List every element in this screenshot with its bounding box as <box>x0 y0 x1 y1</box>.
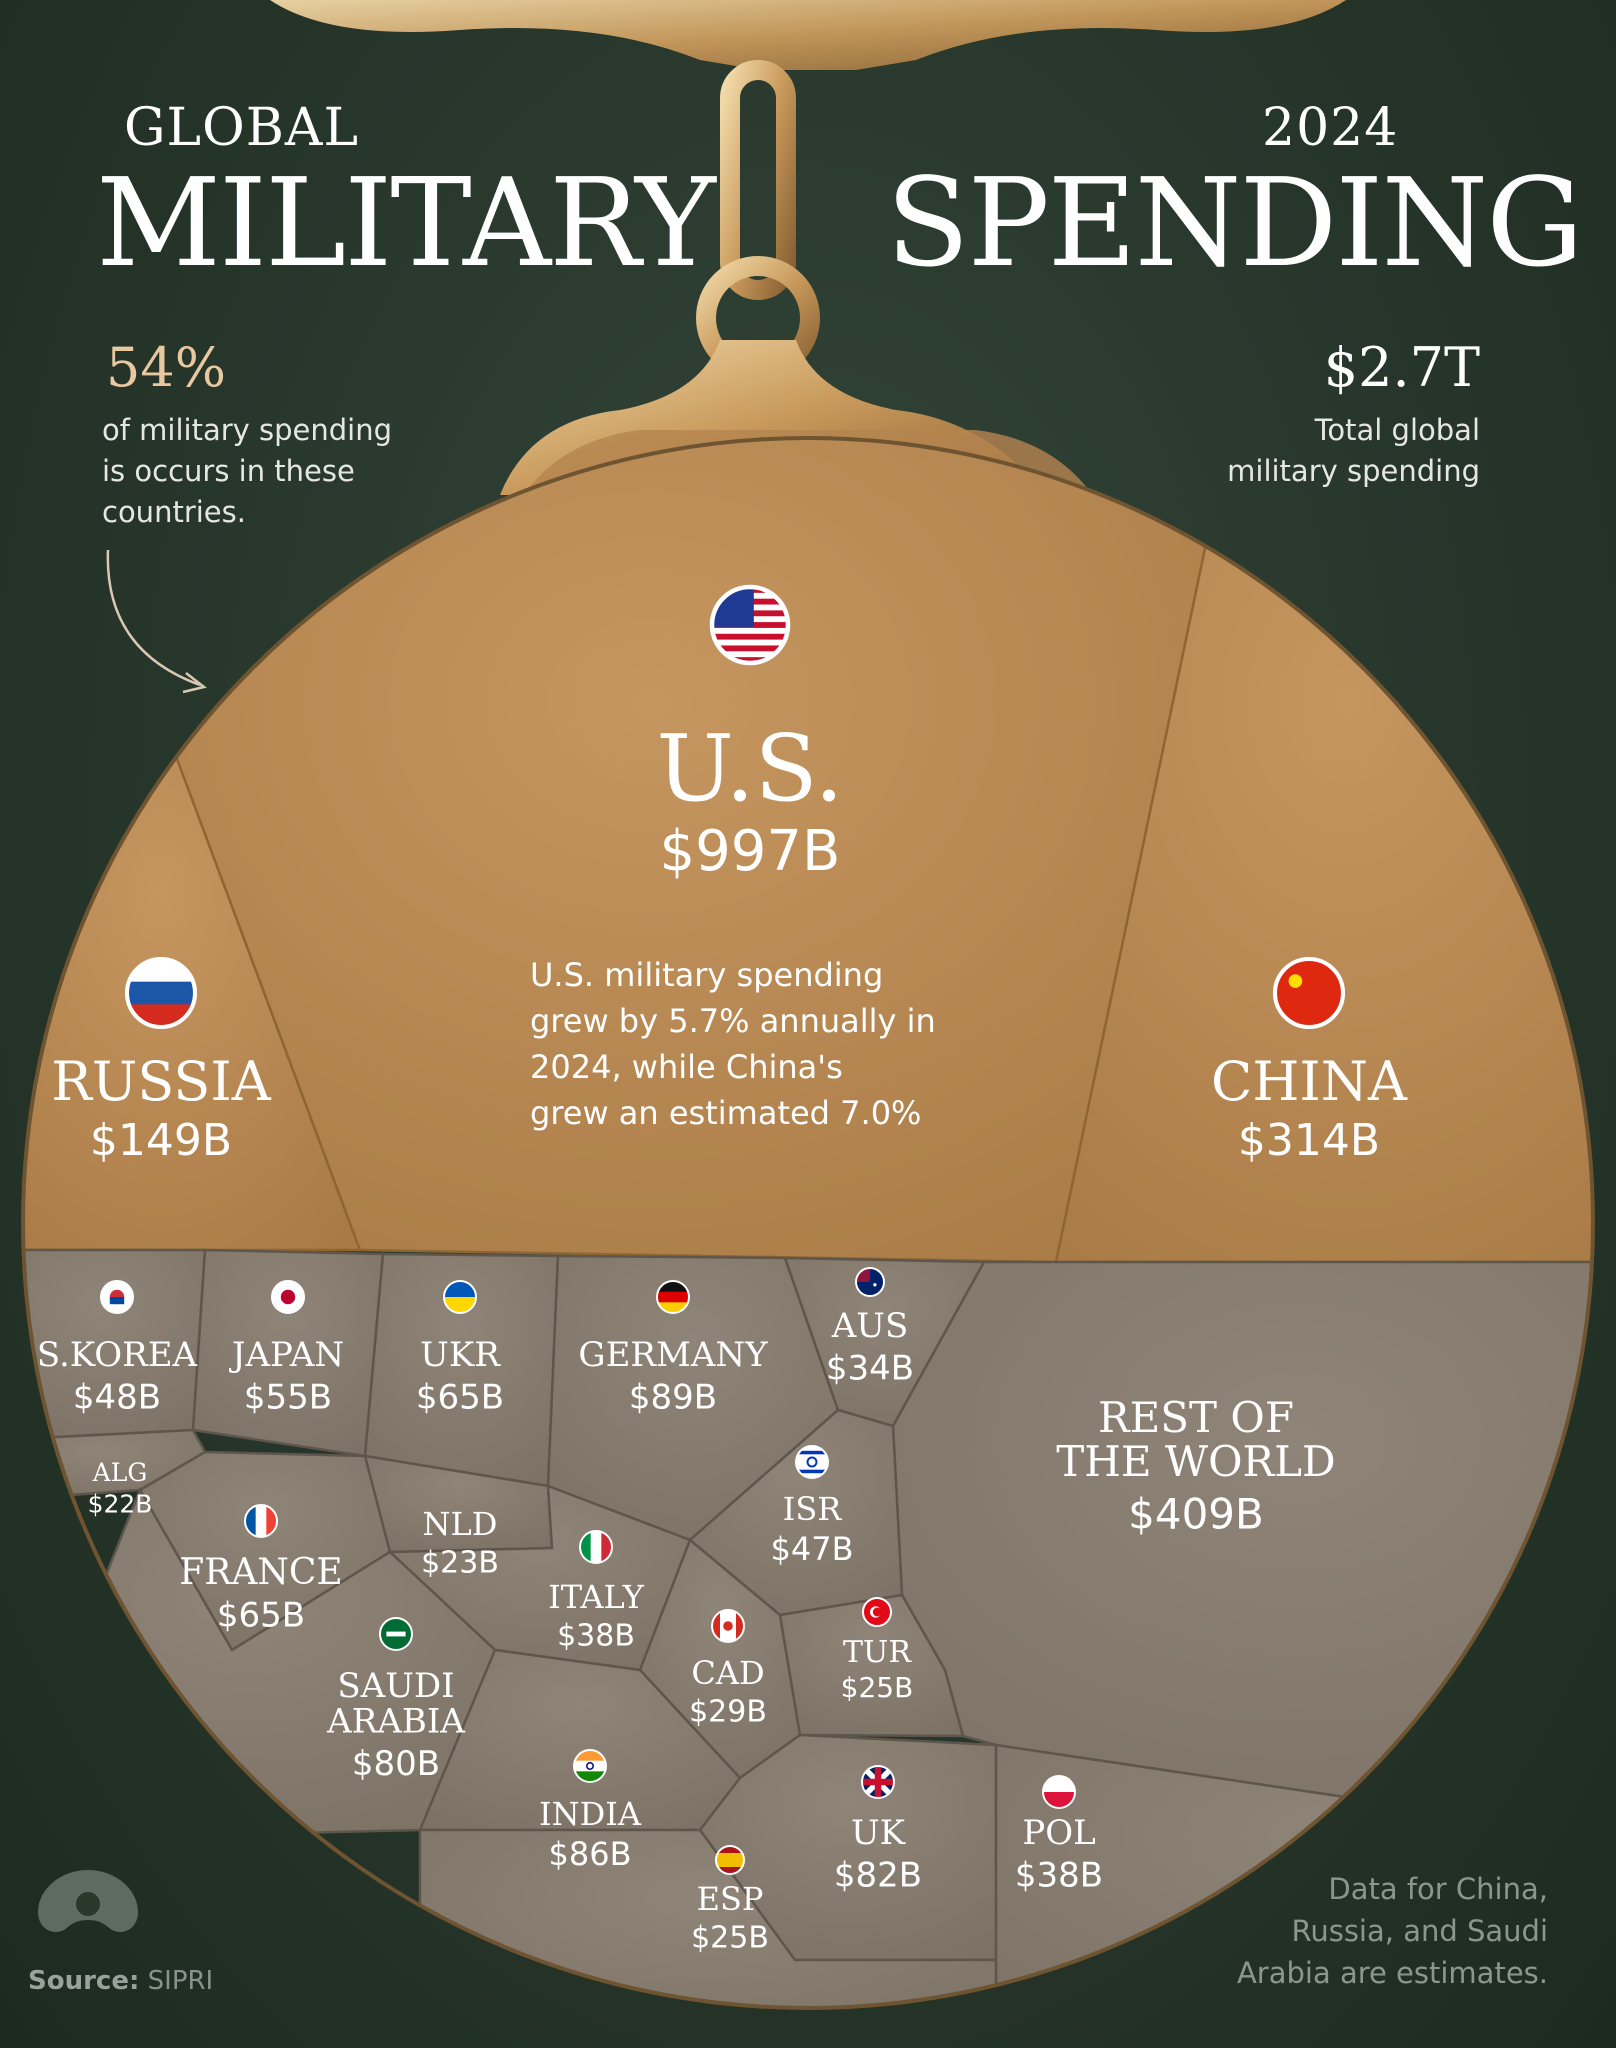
value-u-s: $997B <box>660 819 841 884</box>
callout-share-figure: 54% <box>106 336 227 399</box>
france-flag-icon <box>244 1504 278 1538</box>
estimates-note-line: Arabia are estimates. <box>1236 1956 1548 1990</box>
label-uk: UK <box>851 1813 906 1853</box>
estimates-note: Data for China, Russia, and Saudi Arabia… <box>1128 1868 1548 1994</box>
spain-flag-icon <box>715 1845 745 1875</box>
value-esp: $25B <box>691 1921 769 1956</box>
italy-flag-icon <box>579 1530 613 1564</box>
south-korea-flag-icon <box>100 1280 134 1314</box>
label-esp: ESP <box>697 1880 764 1918</box>
callout-share-line: of military spending <box>102 413 393 447</box>
canada-flag-icon <box>711 1609 745 1643</box>
value-tur: $25B <box>841 1671 914 1704</box>
callout-arrow-icon <box>106 549 207 694</box>
value-japan: $55B <box>244 1378 332 1418</box>
label-s-korea: S.KOREA <box>37 1335 198 1375</box>
label-isr: ISR <box>783 1490 843 1528</box>
label-tur: TUR <box>843 1635 912 1670</box>
estimates-note-line: Data for China, <box>1328 1872 1548 1906</box>
estimates-note-line: Russia, and Saudi <box>1291 1914 1548 1948</box>
value-saudi-arabia: $80B <box>352 1744 440 1784</box>
value-nld: $23B <box>421 1546 499 1581</box>
label-nld: NLD <box>423 1505 498 1543</box>
value-rest-of-the-world: $409B <box>1128 1490 1264 1539</box>
label-france: FRANCE <box>179 1552 342 1593</box>
callout-share-line: is occurs in these <box>102 454 355 488</box>
title-spending: SPENDING <box>886 152 1584 294</box>
label-italy: ITALY <box>548 1578 645 1616</box>
value-cad: $29B <box>689 1695 767 1730</box>
label-japan: JAPAN <box>229 1335 344 1375</box>
label-pol: POL <box>1022 1813 1095 1853</box>
source-label: Source: <box>28 1966 140 1996</box>
label-russia: RUSSIA <box>51 1050 272 1113</box>
label-ukr: UKR <box>420 1335 501 1375</box>
title-year: 2024 <box>1262 98 1399 158</box>
australia-flag-icon <box>855 1267 885 1297</box>
us-growth-note-line: grew an estimated 7.0% <box>530 1094 922 1132</box>
uk-flag-icon <box>861 1765 895 1799</box>
us-growth-note: U.S. military spending grew by 5.7% annu… <box>530 952 936 1136</box>
value-alg: $22B <box>88 1489 153 1518</box>
label-germany: GERMANY <box>578 1335 768 1375</box>
us-flag-icon <box>709 584 791 666</box>
value-china: $314B <box>1238 1115 1380 1166</box>
publisher-logo-icon <box>38 1870 138 1932</box>
value-france: $65B <box>217 1596 305 1636</box>
value-germany: $89B <box>629 1378 717 1418</box>
label-alg: ALG <box>92 1458 148 1487</box>
value-russia: $149B <box>90 1115 232 1166</box>
callout-total-figure: $2.7T <box>1323 336 1480 399</box>
source-name: SIPRI <box>147 1966 214 1996</box>
ukraine-flag-icon <box>443 1280 477 1314</box>
title-global: GLOBAL <box>124 98 359 158</box>
value-italy: $38B <box>557 1619 635 1654</box>
label-cad: CAD <box>691 1654 764 1692</box>
us-growth-note-line: U.S. military spending <box>530 956 884 994</box>
label-saudi-arabia: ARABIA <box>326 1702 465 1742</box>
label-rest-of-the-world: REST OF <box>1098 1393 1294 1442</box>
value-india: $86B <box>548 1835 631 1873</box>
title-military: MILITARY <box>96 152 716 294</box>
russia-flag-icon <box>124 956 198 1030</box>
label-saudi-arabia: SAUDI <box>337 1666 454 1706</box>
label-rest-of-the-world: THE WORLD <box>1056 1437 1335 1486</box>
value-s-korea: $48B <box>73 1378 161 1418</box>
label-india: INDIA <box>539 1795 642 1833</box>
value-aus: $34B <box>826 1349 914 1389</box>
value-pol: $38B <box>1015 1856 1103 1896</box>
source-line: Source: SIPRI <box>28 1966 213 1996</box>
germany-flag-icon <box>656 1280 690 1314</box>
poland-flag-icon <box>1042 1775 1076 1809</box>
callout-total-text: Total global military spending <box>1120 410 1480 492</box>
label-u-s: U.S. <box>656 715 843 822</box>
turkey-flag-icon <box>862 1597 892 1627</box>
us-growth-note-line: grew by 5.7% annually in <box>530 1002 936 1040</box>
callout-total-line: Total global <box>1314 413 1480 447</box>
israel-flag-icon <box>795 1445 829 1479</box>
us-growth-note-line: 2024, while China's <box>530 1048 843 1086</box>
value-isr: $47B <box>770 1530 853 1568</box>
value-uk: $82B <box>834 1856 922 1896</box>
india-flag-icon <box>573 1749 607 1783</box>
callout-total-line: military spending <box>1227 454 1480 488</box>
label-china: CHINA <box>1211 1050 1408 1113</box>
japan-flag-icon <box>271 1280 305 1314</box>
saudi-arabia-flag-icon <box>379 1617 413 1651</box>
china-flag-icon <box>1272 956 1346 1030</box>
medal-rim <box>21 436 1595 2010</box>
value-ukr: $65B <box>416 1378 504 1418</box>
callout-share-line: countries. <box>102 495 246 529</box>
callout-share-text: of military spending is occurs in these … <box>102 410 392 533</box>
label-aus: AUS <box>831 1306 909 1346</box>
